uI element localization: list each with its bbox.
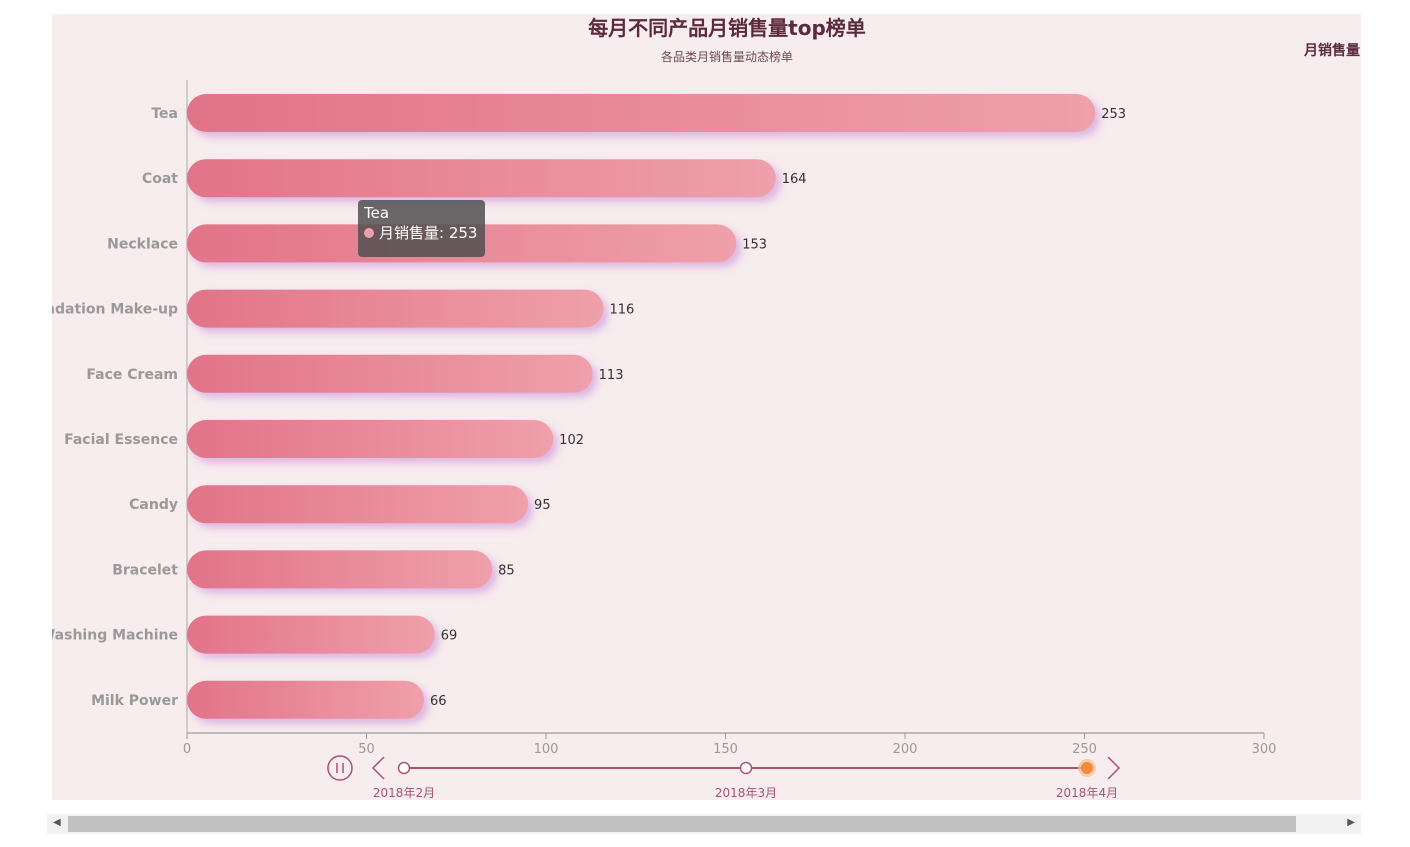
bar[interactable] (187, 615, 435, 654)
legend-item[interactable]: 月销售量 (1303, 42, 1360, 59)
bar[interactable] (187, 420, 554, 458)
bar-chart: 每月不同产品月销售量top榜单 各品类月销售量动态榜单 月销售量 Tea 253 C… (52, 16, 1360, 800)
data-label: 69 (441, 629, 458, 644)
timeline-label[interactable]: 2018年3月 (715, 786, 777, 800)
pause-button[interactable] (327, 755, 353, 781)
x-tick-label: 250 (1072, 742, 1097, 757)
x-tick-label: 300 (1252, 742, 1277, 757)
x-tick-label: 100 (534, 742, 559, 757)
bar[interactable] (187, 680, 424, 719)
x-tick-label: 0 (183, 742, 191, 757)
chart-title: 每月不同产品月销售量top榜单 (588, 16, 866, 40)
data-label: 102 (559, 433, 584, 448)
bar[interactable] (187, 94, 1096, 132)
timeline-label[interactable]: 2018年2月 (373, 786, 435, 800)
y-tick-label: Facial Essence (64, 432, 178, 448)
scroll-left-icon[interactable]: ◀ (53, 817, 61, 828)
chart-container: 每月不同产品月销售量top榜单 各品类月销售量动态榜单 月销售量 Tea 253 C… (52, 14, 1361, 800)
data-label: 253 (1101, 107, 1126, 122)
y-tick-label: Coat (142, 171, 178, 187)
x-tick-label: 200 (893, 742, 918, 757)
chart-subtitle: 各品类月销售量动态榜单 (661, 49, 793, 64)
y-tick-label: Necklace (107, 236, 178, 252)
y-tick-label: Milk Power (91, 693, 178, 709)
horizontal-scrollbar[interactable]: ◀ ▶ (47, 814, 1361, 834)
tooltip-title: Tea (364, 204, 390, 222)
tooltip: Tea 月销售量: 253 (358, 200, 485, 257)
y-tick-label: Candy (129, 497, 178, 513)
timeline-label[interactable]: 2018年4月 (1056, 786, 1118, 800)
bar[interactable] (187, 159, 776, 198)
timeline-point-active[interactable] (1081, 762, 1093, 774)
data-label: 95 (534, 498, 551, 513)
pause-icon (336, 763, 344, 773)
tooltip-value: 月销售量: 253 (379, 224, 478, 242)
next-button[interactable] (1107, 756, 1121, 780)
x-tick-label: 150 (713, 742, 738, 757)
bar[interactable] (187, 354, 593, 393)
x-tick-label: 50 (358, 742, 375, 757)
data-label: 85 (498, 563, 515, 578)
bar[interactable] (187, 485, 529, 524)
prev-button[interactable] (371, 756, 385, 780)
y-tick-label: Tea (151, 106, 178, 122)
timeline-point[interactable] (739, 761, 753, 775)
y-tick-label: Washing Machine (52, 628, 178, 644)
bar[interactable] (187, 289, 604, 328)
data-label: 66 (430, 694, 447, 709)
y-tick-label: Face Cream (86, 367, 178, 383)
data-label: 116 (609, 303, 634, 318)
data-label: 153 (742, 237, 767, 252)
data-label: 164 (782, 172, 807, 187)
y-tick-label: Foundation Make-up (52, 302, 178, 318)
timeline: 2018年2月 2018年3月 2018年4月 (327, 755, 1121, 800)
scroll-right-icon[interactable]: ▶ (1347, 817, 1355, 828)
bar[interactable] (187, 550, 493, 589)
y-tick-label: Bracelet (112, 562, 178, 578)
data-label: 113 (599, 368, 624, 383)
timeline-point[interactable] (397, 761, 411, 775)
series-dot-icon (364, 228, 374, 238)
scrollbar-thumb[interactable] (68, 816, 1296, 832)
